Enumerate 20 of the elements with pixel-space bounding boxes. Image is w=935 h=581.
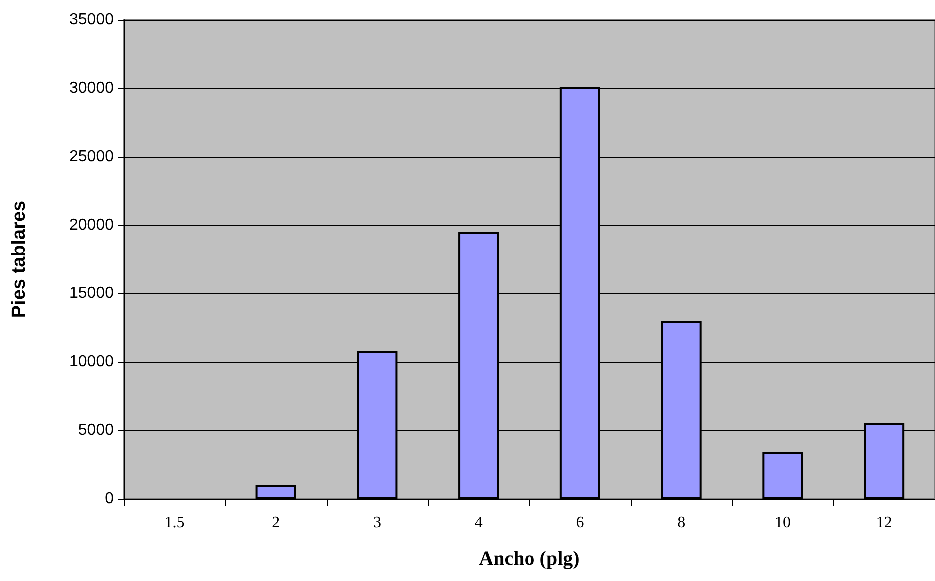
- y-tick-label: 25000: [70, 148, 114, 166]
- x-tick-label: 1.5: [164, 514, 185, 532]
- y-tick-label: 5000: [78, 422, 114, 440]
- x-tick-label: 8: [678, 514, 686, 532]
- y-tick-label: 30000: [70, 80, 114, 97]
- y-tick-label: 15000: [70, 285, 114, 302]
- y-axis-title: Pies tablares: [9, 200, 30, 318]
- bar: [762, 452, 804, 499]
- x-tick-label: 3: [373, 514, 382, 532]
- x-tick-label: 12: [876, 514, 892, 532]
- y-tick-label: 0: [105, 490, 114, 508]
- x-axis-title: Ancho (plg): [479, 548, 580, 570]
- y-tick-label: 10000: [70, 354, 114, 371]
- x-tick-label: 2: [272, 514, 280, 532]
- y-tick-label: 35000: [70, 12, 114, 28]
- x-tick-label: 4: [474, 514, 483, 532]
- y-tick-label: 20000: [70, 216, 114, 234]
- bar: [256, 485, 296, 499]
- x-tick-label: 10: [774, 514, 791, 532]
- x-tick-label: 6: [576, 514, 584, 532]
